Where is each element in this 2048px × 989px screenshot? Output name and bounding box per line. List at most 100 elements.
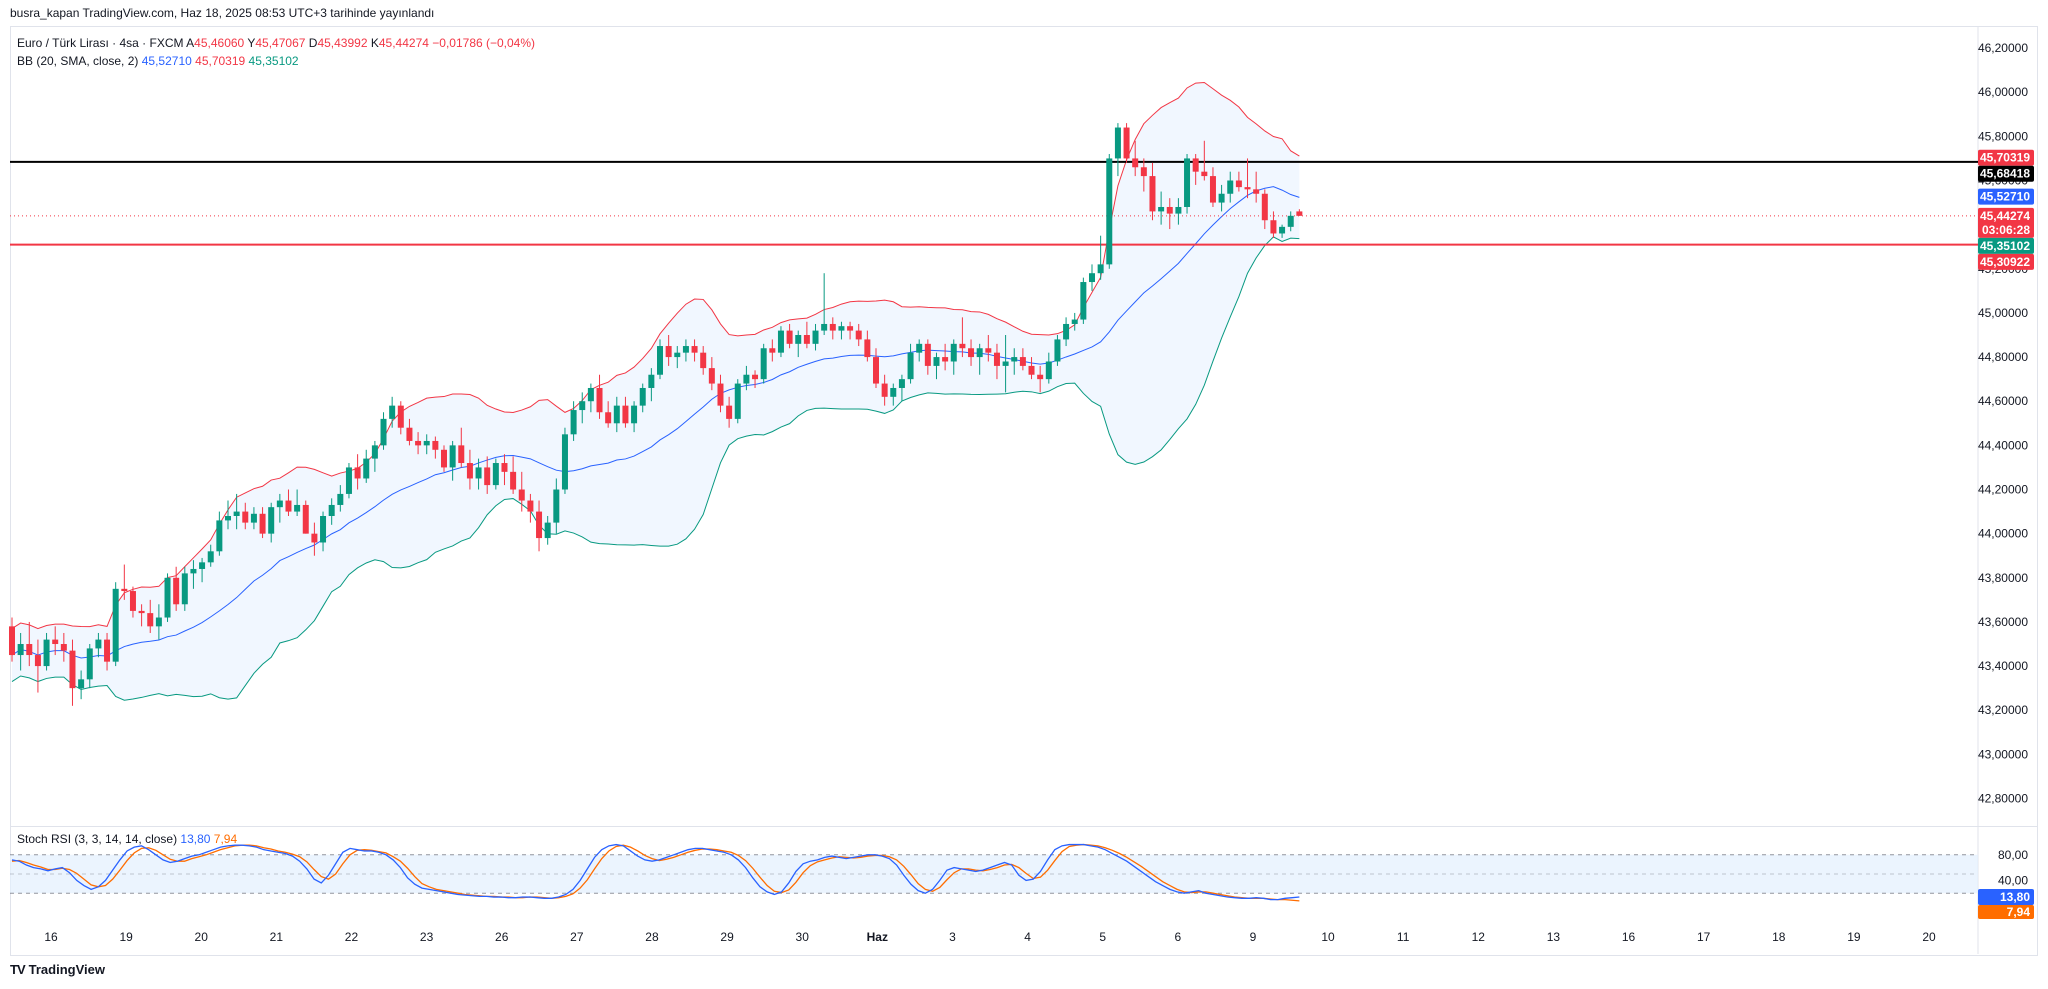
candle — [95, 632, 102, 658]
candle — [510, 456, 517, 494]
time-tick-label: 21 — [270, 930, 284, 944]
candle — [112, 582, 119, 667]
candle — [536, 500, 543, 552]
bb-label[interactable]: BB (20, SMA, close, 2) — [17, 54, 139, 68]
candle — [1287, 211, 1294, 232]
candle — [466, 449, 473, 490]
candle-body — [1253, 189, 1260, 194]
tradingview-logo-icon: TV — [10, 962, 26, 977]
stoch-d-tag: 7,94 — [1978, 905, 2034, 920]
candle — [371, 440, 378, 472]
tradingview-brand-name: TradingView — [28, 962, 105, 977]
candle — [631, 401, 638, 433]
candle-body — [17, 644, 24, 656]
time-tick-label: 12 — [1472, 930, 1486, 944]
candle — [259, 507, 266, 539]
tradingview-brand[interactable]: TV TradingView — [10, 962, 105, 977]
candle — [760, 343, 767, 384]
candle-body — [276, 500, 283, 508]
candle-body — [1071, 319, 1078, 324]
candle — [69, 639, 76, 706]
candle — [1218, 184, 1225, 212]
candle — [104, 632, 111, 671]
candle — [199, 557, 206, 583]
candle-body — [726, 405, 733, 419]
bb-lower-line — [11, 236, 1300, 701]
candle-body — [691, 346, 698, 353]
price-tick-label: 46,00000 — [1978, 85, 2028, 99]
candle-body — [1140, 167, 1147, 177]
symbol-name[interactable]: Euro / Türk Lirası · 4sa · FXCM — [17, 36, 184, 50]
open-label: A — [186, 36, 195, 50]
candle-body — [363, 458, 370, 479]
basis-price-tag-label: 45,52710 — [1980, 190, 2030, 204]
candle-body — [855, 330, 862, 340]
stoch-label[interactable]: Stoch RSI (3, 3, 14, 14, close) — [17, 832, 178, 846]
candle-body — [700, 352, 707, 369]
candle-body — [1209, 176, 1216, 203]
candle — [916, 339, 923, 362]
support-price-tag: 45,30922 — [1978, 253, 2034, 270]
candle — [138, 604, 145, 627]
candle-body — [605, 412, 612, 424]
candle-body — [250, 513, 257, 523]
time-tick-label: 26 — [495, 930, 509, 944]
support-price-tag-bg — [1978, 253, 2034, 270]
candle — [415, 432, 422, 455]
candle-body — [112, 588, 119, 662]
time-tick-label: 9 — [1250, 930, 1257, 944]
candle — [1037, 365, 1044, 393]
lower-price-tag-label: 45,35102 — [1980, 239, 2030, 253]
candle — [544, 515, 551, 545]
candle-body — [795, 335, 802, 344]
candle-body — [631, 405, 638, 424]
candle-body — [52, 639, 59, 645]
candle — [527, 493, 534, 523]
low-label: D — [308, 36, 318, 50]
candle — [406, 418, 413, 446]
candle-body — [432, 440, 439, 450]
candle-body — [1192, 158, 1199, 172]
candle-body — [415, 440, 422, 446]
candle — [950, 339, 957, 375]
bb-upper-value: 45,70319 — [195, 54, 246, 68]
candle — [9, 617, 15, 662]
candle — [276, 493, 283, 523]
candle — [225, 500, 231, 530]
candle — [907, 343, 914, 384]
candle-body — [302, 504, 309, 534]
candle — [52, 626, 59, 656]
candle-body — [1270, 220, 1277, 234]
candle-body — [449, 445, 456, 468]
candle — [985, 335, 992, 362]
candle-body — [812, 330, 819, 344]
candle — [777, 326, 784, 358]
candle — [1253, 171, 1260, 203]
candle — [475, 458, 482, 490]
candle — [708, 357, 715, 391]
candle — [639, 383, 646, 413]
price-tick-label: 43,80000 — [1978, 571, 2028, 585]
candle — [933, 352, 940, 380]
candle — [1244, 158, 1251, 199]
candle — [570, 401, 577, 441]
candle — [449, 440, 456, 481]
price-tick-label: 44,40000 — [1978, 438, 2028, 452]
stoch-k-line — [11, 843, 1300, 901]
time-tick-label: 22 — [345, 930, 359, 944]
candle — [959, 317, 966, 358]
candle — [769, 339, 776, 362]
candle-body — [1279, 226, 1286, 234]
resistance-price-tag-bg — [1978, 165, 2034, 182]
time-tick-label: 19 — [119, 930, 133, 944]
candle — [1140, 158, 1147, 192]
candle — [1019, 348, 1026, 371]
candle-body — [1235, 180, 1242, 188]
candle — [898, 374, 905, 402]
candle-body — [1037, 374, 1044, 380]
candle-body — [121, 588, 128, 592]
candle-body — [475, 467, 482, 479]
candle-body — [536, 511, 543, 539]
last-price-tag-label: 45,44274 — [1980, 209, 2030, 223]
